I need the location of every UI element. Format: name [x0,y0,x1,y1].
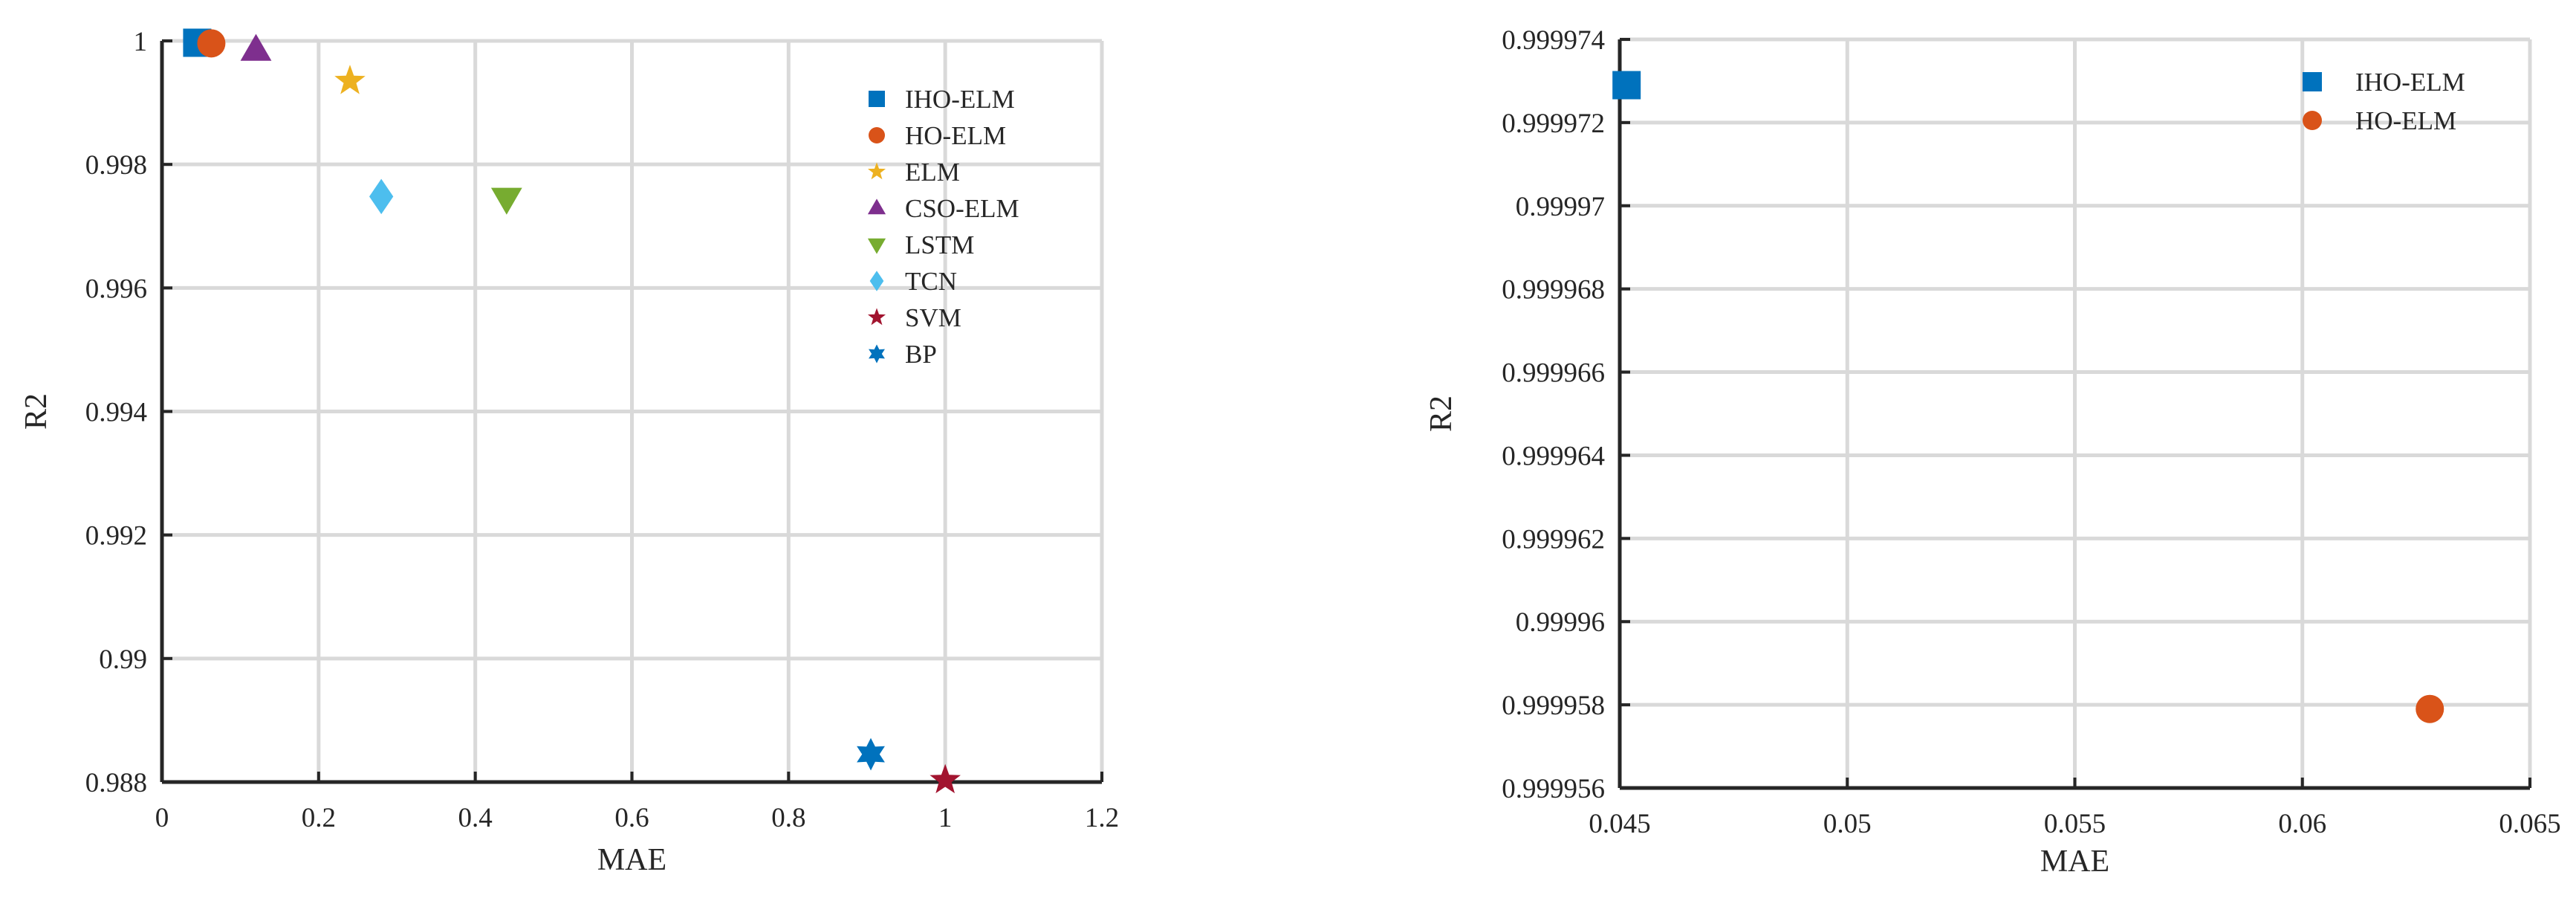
y-tick-label: 1 [134,27,148,57]
legend-label-ho-elm: HO-ELM [2355,106,2456,135]
legend-label-svm: SVM [905,303,961,332]
data-point-tcn [369,178,394,215]
legend-marker-ho-elm [869,127,885,143]
data-point-svm [929,763,961,794]
legend-label-cso-elm: CSO-ELM [905,194,1019,223]
x-tick-label: 0.065 [2499,809,2560,839]
y-axis-title: R2 [19,393,53,430]
legend-label-tcn: TCN [905,267,957,296]
legend-marker-lstm [867,238,886,254]
y-tick-label: 0.994 [85,398,147,428]
data-point-elm [334,65,366,94]
legend-marker-iho-elm [2303,72,2322,91]
data-point-cso-elm [240,33,272,61]
y-tick-label: 0.999964 [1502,441,1605,471]
data-point-lstm [490,187,522,215]
x-tick-label: 0.8 [771,803,805,833]
legend: IHO-ELM HO-ELM [2303,68,2465,135]
y-tick-label: 0.999972 [1502,109,1605,139]
y-tick-label: 0.992 [85,521,147,552]
x-tick-label: 0.2 [302,803,336,833]
legend-label-bp: BP [905,340,937,369]
y-tick-label: 0.999956 [1502,774,1605,804]
y-tick-label: 0.999966 [1502,358,1605,389]
data-point-bp [857,737,885,771]
x-tick-label: 1.2 [1085,803,1119,833]
legend-label-iho-elm: IHO-ELM [905,85,1015,114]
x-tick-label: 0.06 [2278,809,2326,839]
legend: IHO-ELM HO-ELM ELM CSO-ELM LSTM TCN SVM BP [867,85,1019,369]
y-tick-label: 0.996 [85,274,147,304]
x-axis-title: MAE [597,843,666,877]
x-tick-label: 1 [938,803,953,833]
left-scatter-panel: 0 0.2 0.4 0.6 0.8 1 1.2 0.988 0.99 0.992 0.994 0.99… [19,27,1119,877]
y-axis-title: R2 [1424,395,1459,432]
y-tick-label: 0.99997 [1516,192,1605,222]
legend-label-lstm: LSTM [905,230,974,259]
x-tick-label: 0.045 [1589,809,1650,839]
legend-label-iho-elm: IHO-ELM [2355,68,2465,97]
x-tick-label: 0.055 [2044,809,2106,839]
x-tick-label: 0.6 [614,803,649,833]
x-axis-title: MAE [2040,844,2109,879]
legend-marker-ho-elm [2303,111,2322,130]
legend-marker-cso-elm [867,198,886,215]
legend-label-ho-elm: HO-ELM [905,121,1006,150]
legend-marker-svm [867,308,886,326]
y-tick-label: 0.998 [85,150,147,181]
data-point-iho-elm [1612,71,1641,100]
legend-marker-bp [869,344,885,364]
x-tick-label: 0.4 [458,803,493,833]
y-tick-label: 0.999968 [1502,275,1605,306]
data-point-ho-elm [2416,694,2444,723]
x-tick-label: 0 [155,803,169,833]
legend-marker-elm [867,162,886,180]
legend-marker-iho-elm [869,91,885,107]
y-tick-label: 0.988 [85,768,147,798]
y-tick-label: 0.99996 [1516,607,1605,638]
legend-marker-tcn [869,271,884,291]
y-tick-label: 0.999974 [1502,25,1605,56]
y-tick-label: 0.999958 [1502,691,1605,721]
legend-label-elm: ELM [905,158,960,187]
x-tick-label: 0.05 [1823,809,1872,839]
data-point-ho-elm [197,29,226,58]
right-scatter-panel: 0.045 0.05 0.055 0.06 0.065 0.999956 0.999958 0… [1424,25,2561,879]
y-tick-label: 0.999962 [1502,524,1605,555]
y-tick-label: 0.99 [99,645,147,675]
